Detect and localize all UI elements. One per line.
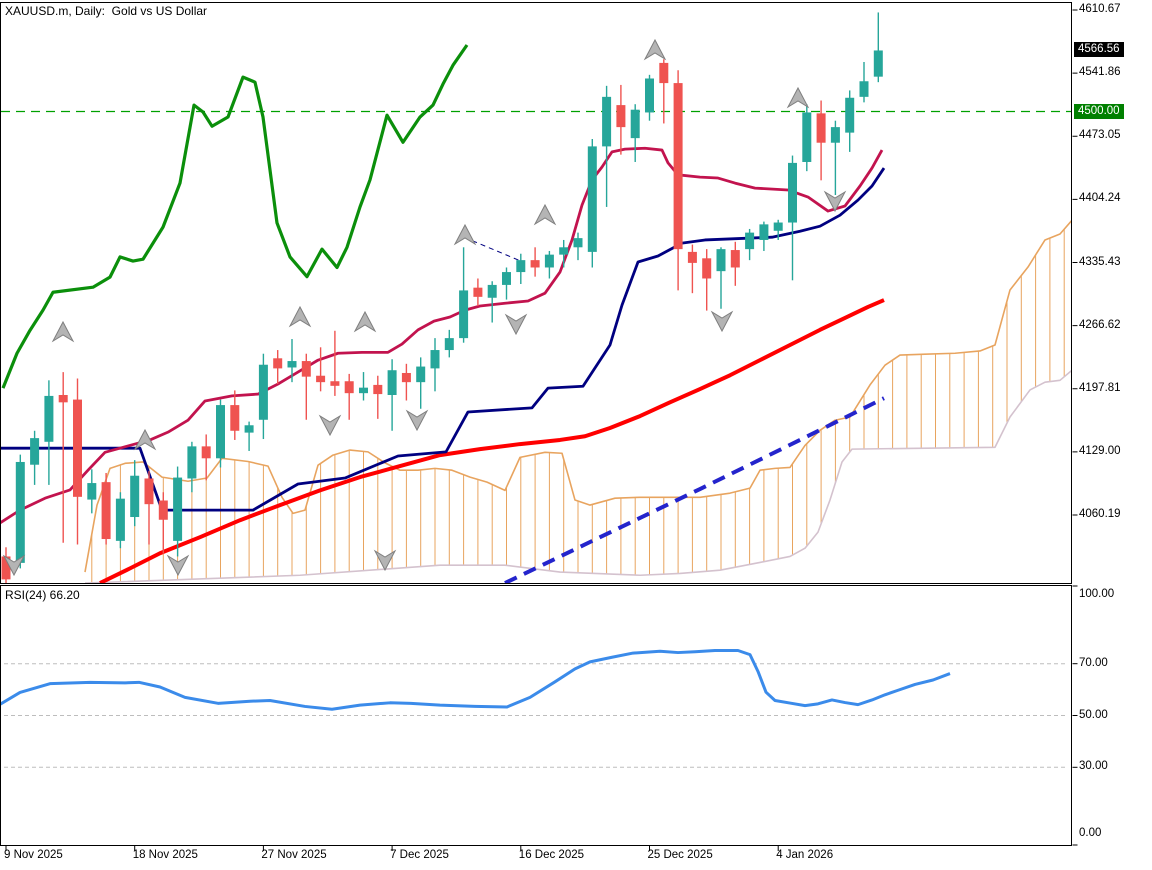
price-axis-label: 4541.86 [1079,66,1121,79]
rsi-indicator-label: RSI(24) 66.20 [5,588,80,602]
rsi-axis-label: 100.00 [1079,588,1115,600]
date-axis-label: 25 Dec 2025 [647,849,713,861]
date-axis-label: 16 Dec 2025 [518,849,585,861]
price-axis-label: 4129.00 [1079,444,1121,457]
price-axis-label: 4197.81 [1079,381,1121,394]
current-price-tag: 4566.56 [1074,42,1124,58]
rsi-axis-label: 50.00 [1079,708,1108,721]
level-4500-tag: 4500.00 [1074,103,1124,119]
date-axis-label: 9 Nov 2025 [4,849,63,861]
price-axis-label: 4060.19 [1079,508,1121,520]
date-axis-label: 18 Nov 2025 [132,849,198,861]
date-axis-label: 27 Nov 2025 [261,849,327,861]
price-axis-label: 4404.24 [1079,192,1121,205]
date-axis-label: 7 Dec 2025 [390,849,449,861]
rsi-axis-label: 70.00 [1079,656,1108,669]
price-axis-label: 4473.05 [1079,129,1121,142]
date-axis-label: 4 Jan 2026 [776,849,834,861]
chart-symbol-title: XAUUSD.m, Daily: Gold vs US Dollar [5,4,208,18]
price-axis-label: 4610.67 [1079,3,1121,15]
rsi-axis-label: 0.00 [1079,827,1102,839]
price-axis-label: 4266.62 [1079,318,1121,331]
price-axis-label: 4335.43 [1079,255,1121,268]
rsi-axis-label: 30.00 [1079,760,1108,773]
